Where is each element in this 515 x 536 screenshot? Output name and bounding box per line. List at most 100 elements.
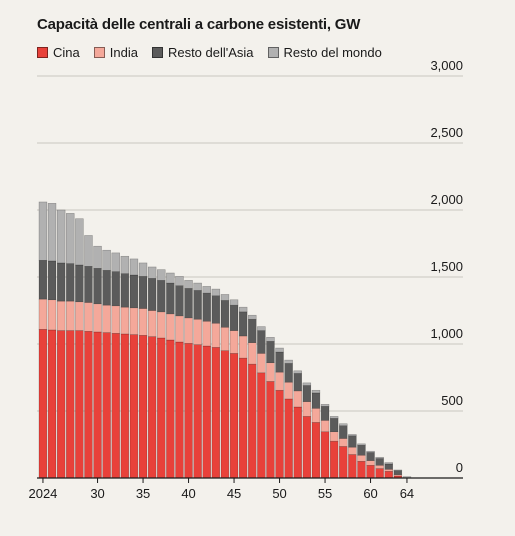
bar-segment-resto-asia xyxy=(166,282,175,315)
x-tick-label: 60 xyxy=(363,486,377,501)
bar-segment-resto-asia xyxy=(56,262,66,302)
bar-segment-cina xyxy=(229,353,239,479)
bar-segment-resto-mondo xyxy=(47,203,57,262)
bar-segment-resto-asia xyxy=(93,268,102,305)
bar-segment-india xyxy=(184,317,193,344)
legend-label-resto-asia: Resto dell'Asia xyxy=(167,45,254,60)
bar-segment-india xyxy=(193,318,202,345)
legend: Cina India Resto dell'Asia Resto del mon… xyxy=(37,45,396,60)
bar-segment-resto-asia xyxy=(193,290,202,320)
bar-segment-resto-mondo xyxy=(266,337,275,342)
legend-swatch-cina xyxy=(37,47,48,58)
bar-segment-cina xyxy=(275,389,284,479)
legend-label-resto-mondo: Resto del mondo xyxy=(283,45,382,60)
bar-segment-resto-mondo xyxy=(56,209,66,264)
bar-segment-resto-mondo xyxy=(366,450,375,453)
x-tick-label: 40 xyxy=(181,486,195,501)
bar-segment-resto-mondo xyxy=(348,434,357,437)
bar-segment-cina xyxy=(147,336,157,479)
y-tick-label: 1,500 xyxy=(430,259,463,274)
bar-segment-india xyxy=(202,320,211,347)
bar-segment-india xyxy=(102,304,111,333)
bar-segment-cina xyxy=(211,347,221,479)
bar-segment-resto-mondo xyxy=(93,245,102,269)
bar-segment-resto-mondo xyxy=(375,456,384,459)
bar-segment-resto-asia xyxy=(238,311,248,337)
bar-segment-cina xyxy=(357,461,366,479)
bar-segment-resto-mondo xyxy=(257,326,266,331)
bar-segment-india xyxy=(311,408,321,423)
bar-segment-resto-mondo xyxy=(129,258,139,276)
bar-segment-cina xyxy=(75,330,84,479)
chart-title: Capacità delle centrali a carbone esiste… xyxy=(37,16,361,33)
bar-segment-india xyxy=(284,381,293,400)
bar-segment-resto-asia xyxy=(147,278,157,311)
bar-segment-resto-mondo xyxy=(84,235,93,267)
bar-segment-resto-asia xyxy=(366,452,375,461)
bar-segment-india xyxy=(375,465,384,469)
bar-segment-resto-asia xyxy=(175,285,184,317)
bar-segment-india xyxy=(56,300,66,331)
bar-segment-cina xyxy=(102,332,111,479)
bar-segment-india xyxy=(348,446,357,455)
bar-segment-resto-mondo xyxy=(311,389,321,394)
bar-segment-resto-mondo xyxy=(284,359,293,364)
bar-segment-cina xyxy=(284,398,293,479)
legend-swatch-resto-mondo xyxy=(267,47,279,58)
bar-segment-resto-asia xyxy=(157,280,166,313)
bar-segment-resto-mondo xyxy=(393,469,403,471)
y-tick-label: 500 xyxy=(441,393,463,408)
bar-segment-india xyxy=(38,298,48,330)
bar-segment-cina xyxy=(166,339,175,479)
bar-segment-resto-asia xyxy=(357,444,366,456)
bar-segment-resto-asia xyxy=(138,276,148,309)
bar-segment-india xyxy=(248,342,257,365)
bar-segment-cina xyxy=(157,337,166,479)
bar-segment-cina xyxy=(66,330,75,479)
bar-segment-india xyxy=(384,469,393,472)
bar-segment-resto-mondo xyxy=(138,262,148,277)
bar-segment-cina xyxy=(193,344,202,479)
y-tick-label: 0 xyxy=(456,460,463,475)
bar-segment-resto-asia xyxy=(120,273,130,308)
bar-segment-resto-mondo xyxy=(329,416,339,419)
bar-segment-india xyxy=(275,371,284,391)
bar-segment-resto-mondo xyxy=(202,286,211,294)
legend-item-resto-mondo: Resto del mondo xyxy=(267,45,382,60)
bar-segment-cina xyxy=(38,329,48,479)
bar-segment-india xyxy=(84,302,93,332)
bar-segment-cina xyxy=(266,381,275,479)
bar-segment-resto-asia xyxy=(211,295,221,324)
bar-segment-cina xyxy=(238,357,248,479)
bar-segment-cina xyxy=(138,335,148,479)
bar-segment-india xyxy=(111,305,120,334)
bar-segment-resto-asia xyxy=(293,373,302,392)
legend-label-cina: Cina xyxy=(53,45,80,60)
bar-segment-resto-asia xyxy=(75,264,84,303)
bar-segment-resto-mondo xyxy=(157,269,166,281)
bar-segment-resto-mondo xyxy=(339,423,348,426)
bar-segment-resto-mondo xyxy=(384,462,393,465)
bar-segment-resto-asia xyxy=(329,418,339,433)
bar-segment-cina xyxy=(320,431,330,479)
bar-segment-cina xyxy=(375,468,384,479)
bar-segment-resto-asia xyxy=(220,300,230,328)
bar-segment-resto-mondo xyxy=(175,276,184,286)
bar-segment-india xyxy=(75,301,84,331)
bar-segment-resto-mondo xyxy=(147,266,157,279)
bar-segment-india xyxy=(357,454,366,462)
bar-segment-resto-mondo xyxy=(293,370,302,374)
bar-segment-india xyxy=(138,308,148,336)
bar-segment-cina xyxy=(302,416,312,479)
x-tick-label: 45 xyxy=(227,486,241,501)
x-tick-label: 35 xyxy=(136,486,150,501)
bar-segment-cina xyxy=(202,345,211,479)
bar-segment-cina xyxy=(184,343,193,479)
bar-segment-resto-asia xyxy=(229,304,239,331)
bar-segment-india xyxy=(320,420,330,433)
y-tick-label: 1,000 xyxy=(430,326,463,341)
bar-segment-resto-asia xyxy=(257,330,266,354)
legend-label-india: India xyxy=(109,45,138,60)
bar-segment-india xyxy=(329,431,339,442)
